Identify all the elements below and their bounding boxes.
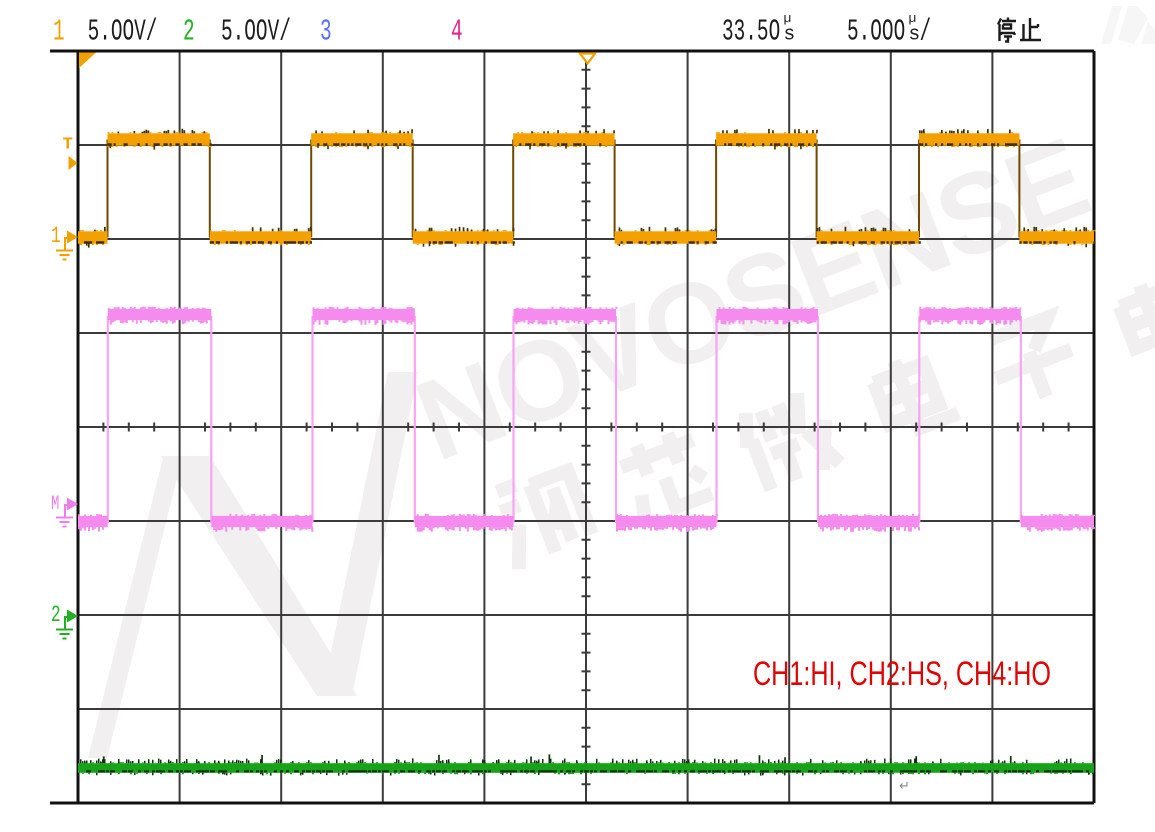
svg-text:/: / <box>920 14 932 49</box>
svg-text:5.OOO: 5.OOO <box>847 14 905 49</box>
svg-text:33.5O: 33.5O <box>722 14 780 49</box>
svg-text:T: T <box>63 136 73 155</box>
svg-text:s: s <box>784 23 796 45</box>
svg-text:↵: ↵ <box>899 778 910 793</box>
svg-text:CH1:HI, CH2:HS, CH4:HO: CH1:HI, CH2:HS, CH4:HO <box>753 655 1051 693</box>
svg-text:µ: µ <box>784 11 792 26</box>
svg-text:5.OOV/: 5.OOV/ <box>88 14 158 49</box>
svg-text:µ: µ <box>909 11 917 26</box>
svg-text:3: 3 <box>320 14 332 49</box>
svg-text:4: 4 <box>451 14 463 49</box>
svg-text:s: s <box>909 23 921 45</box>
svg-text:M: M <box>51 493 59 516</box>
svg-text:2: 2 <box>51 601 61 628</box>
svg-text:5.OOV/: 5.OOV/ <box>221 14 291 49</box>
svg-text:2: 2 <box>183 14 195 49</box>
svg-text:1: 1 <box>51 222 61 249</box>
svg-text:1: 1 <box>53 14 65 49</box>
